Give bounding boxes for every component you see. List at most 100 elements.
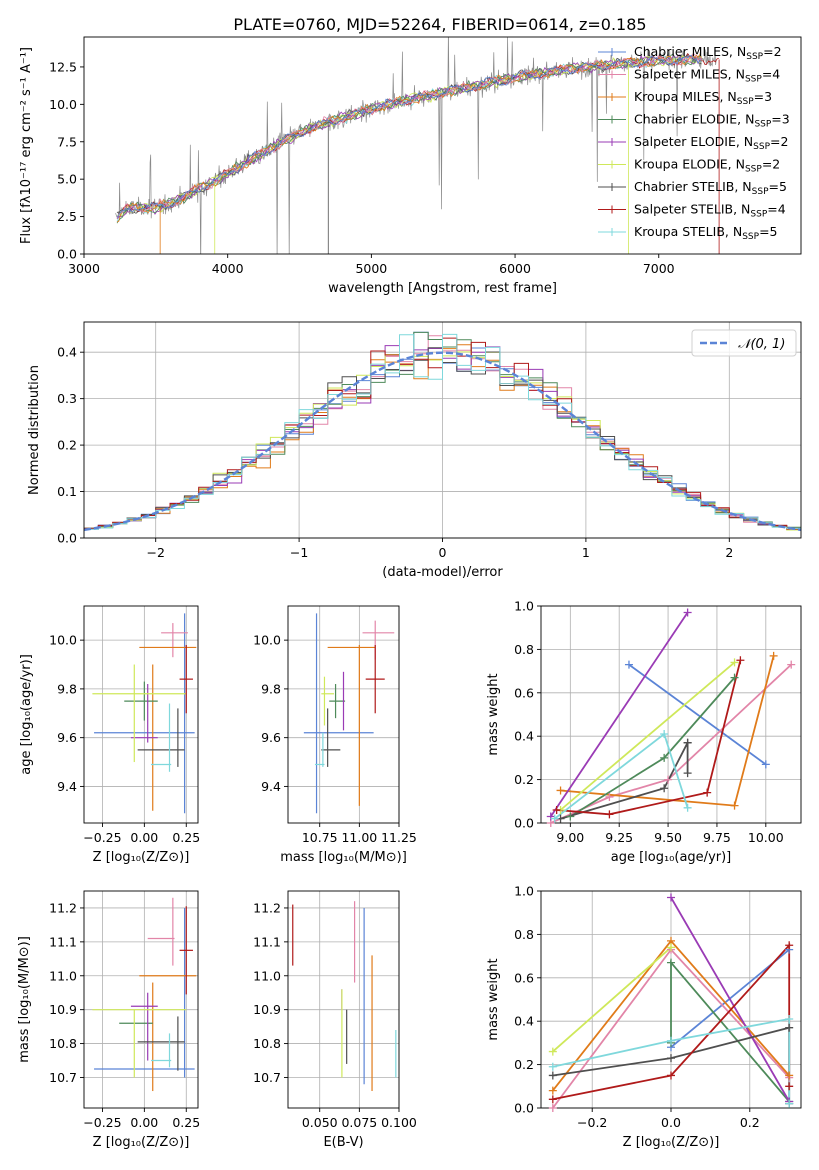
y-tick-label: 0.0	[514, 1101, 534, 1116]
series-line-kroupa_elodie	[559, 661, 736, 811]
legend-tail: =2	[770, 134, 788, 149]
x-tick-label: 6000	[499, 261, 531, 276]
weight_vs_age-xlabel: age [log₁₀(age/yr)]	[611, 850, 732, 865]
y-tick-label: 0.8	[514, 927, 534, 942]
series-marker-chabrier_elodie	[566, 812, 575, 821]
y-tick-label: 0.4	[514, 1014, 534, 1029]
x-tick-label: 7000	[643, 261, 675, 276]
y-tick-label: 9.4	[261, 779, 281, 794]
weight_vs_Z-ylabel: mass weight	[486, 958, 501, 1040]
y-tick-label: 10.9	[49, 1002, 77, 1017]
y-tick-label: 0.6	[514, 685, 534, 700]
legend-subscript: SSP	[753, 142, 770, 152]
legend-subscript: SSP	[754, 120, 771, 130]
y-tick-label: 0.1	[57, 484, 77, 499]
series-marker-kroupa_stelib	[785, 1099, 794, 1108]
series-marker-kroupa_stelib	[683, 803, 692, 812]
series-marker-kroupa_elodie	[730, 658, 739, 667]
legend-tail: =3	[771, 112, 789, 127]
series-marker-chabrier_elodie	[660, 753, 669, 762]
x-tick-label: −0.2	[577, 1115, 607, 1130]
x-tick-label: 0.0	[661, 1115, 681, 1130]
y-tick-label: 1.0	[514, 599, 534, 614]
series-marker-kroupa_miles	[548, 1086, 557, 1095]
histogram-kroupa_stelib	[84, 333, 801, 530]
x-tick-label: −0.25	[83, 1115, 121, 1130]
x-tick-label: 0	[439, 545, 447, 560]
y-tick-label: 12.5	[49, 59, 77, 74]
x-tick-label: 9.00	[556, 830, 584, 845]
series-marker-salpeter_stelib	[667, 1071, 675, 1080]
residuals-xlabel: (data-model)/error	[382, 565, 503, 580]
spectrum-model-salpeter_elodie	[116, 54, 702, 219]
x-tick-label: 1	[582, 545, 590, 560]
legend-tail: =5	[759, 224, 777, 239]
series-marker-kroupa_miles	[556, 786, 565, 795]
weight_vs_age-axes: 9.00 9.25 9.50 9.75 10.00 0.0 0.2 0.4 0.6 0.8 1.0 a…	[486, 599, 802, 865]
spectrum-frame	[83, 36, 802, 255]
y-tick-label: 0.0	[57, 247, 77, 262]
series-marker-salpeter_stelib	[548, 1095, 557, 1104]
mass_vs_Z-plot-area	[92, 897, 197, 1092]
x-tick-label: 9.25	[605, 830, 633, 845]
series-marker-kroupa_miles	[730, 801, 739, 810]
legend-text: Kroupa STELIB, N	[634, 224, 742, 239]
series-marker-salpeter_elodie	[667, 893, 675, 902]
series-marker-kroupa_elodie	[548, 1047, 557, 1056]
age_vs_mass-xlabel: mass [log₁₀(M/M⊙)]	[280, 850, 407, 865]
y-tick-label: 10.0	[253, 633, 281, 648]
legend-label-salpeter_miles: Salpeter MILES, NSSP=4	[634, 67, 780, 85]
mass_vs_EBV-axes: 0.050 0.075 0.100 10.7 10.8 10.9 11.0 11.1 11.2 E…	[253, 890, 417, 1150]
y-tick-label: 11.0	[49, 968, 77, 983]
series-marker-chabrier_elodie	[730, 673, 739, 682]
legend-label-kroupa_miles: Kroupa MILES, NSSP=3	[634, 89, 772, 107]
y-tick-label: 11.1	[49, 934, 77, 949]
series-line-kroupa_stelib	[552, 1017, 791, 1104]
residual-legend-label: 𝒩(0, 1)	[738, 337, 785, 352]
x-tick-label: 0.25	[172, 1115, 200, 1130]
series-marker-chabrier_stelib	[785, 1023, 794, 1032]
series-marker-salpeter_stelib	[736, 656, 745, 665]
series-line-salpeter_elodie	[670, 897, 790, 1102]
x-tick-label: 0.25	[172, 830, 200, 845]
y-tick-label: 0.0	[57, 531, 77, 546]
series-marker-salpeter_miles	[787, 660, 796, 669]
legend-subscript: SSP	[742, 232, 759, 242]
series-marker-salpeter_stelib	[785, 941, 794, 950]
x-tick-label: 2	[725, 545, 733, 560]
legend-tail: =2	[763, 44, 781, 59]
legend-text: Salpeter MILES, N	[634, 67, 745, 82]
residuals-ylabel: Normed distribution	[27, 365, 42, 495]
x-tick-label: 11.00	[341, 830, 377, 845]
legend-tail: =4	[762, 67, 780, 82]
residuals-axes: −2 −1 0 1 2 0.0 0.1 0.2 0.3 0.4 (data-model)/error…	[27, 321, 802, 580]
legend-text: Chabrier ELODIE, N	[634, 112, 754, 127]
x-tick-label: 11.25	[381, 830, 417, 845]
series-marker-chabrier_miles	[761, 760, 770, 769]
y-tick-label: 11.1	[253, 934, 281, 949]
series-marker-chabrier_stelib	[683, 769, 692, 778]
legend-subscript: SSP	[750, 210, 767, 220]
legend-tail: =4	[767, 202, 785, 217]
weight_vs_Z-axes: −0.2 0.0 0.2 0.0 0.2 0.4 0.6 0.8 1.0 Z [log₁₀(Z/Z…	[486, 884, 802, 1150]
series-marker-chabrier_miles	[624, 660, 633, 669]
y-tick-label: 0.2	[514, 772, 534, 787]
spectrum-data-line	[115, 37, 717, 254]
series-marker-salpeter_miles	[605, 792, 614, 801]
series-line-salpeter_stelib	[556, 660, 742, 816]
x-tick-label: 0.2	[740, 1115, 760, 1130]
legend-subscript: SSP	[746, 52, 763, 62]
series-marker-salpeter_elodie	[683, 608, 692, 617]
y-tick-label: 10.7	[49, 1070, 77, 1085]
y-tick-label: 0.4	[514, 729, 534, 744]
spectrum-ylabel: Flux [fλ10⁻¹⁷ erg cm⁻² s⁻¹ A⁻¹]	[19, 47, 34, 244]
legend-subscript: SSP	[752, 187, 769, 197]
series-marker-kroupa_miles	[785, 1071, 794, 1080]
x-tick-label: 10.75	[302, 830, 338, 845]
age_vs_Z-plot-area	[92, 613, 197, 814]
y-tick-label: 7.5	[57, 134, 77, 149]
legend-subscript: SSP	[745, 165, 762, 175]
spectrum-xlabel: wavelength [Angstrom, rest frame]	[328, 281, 557, 296]
